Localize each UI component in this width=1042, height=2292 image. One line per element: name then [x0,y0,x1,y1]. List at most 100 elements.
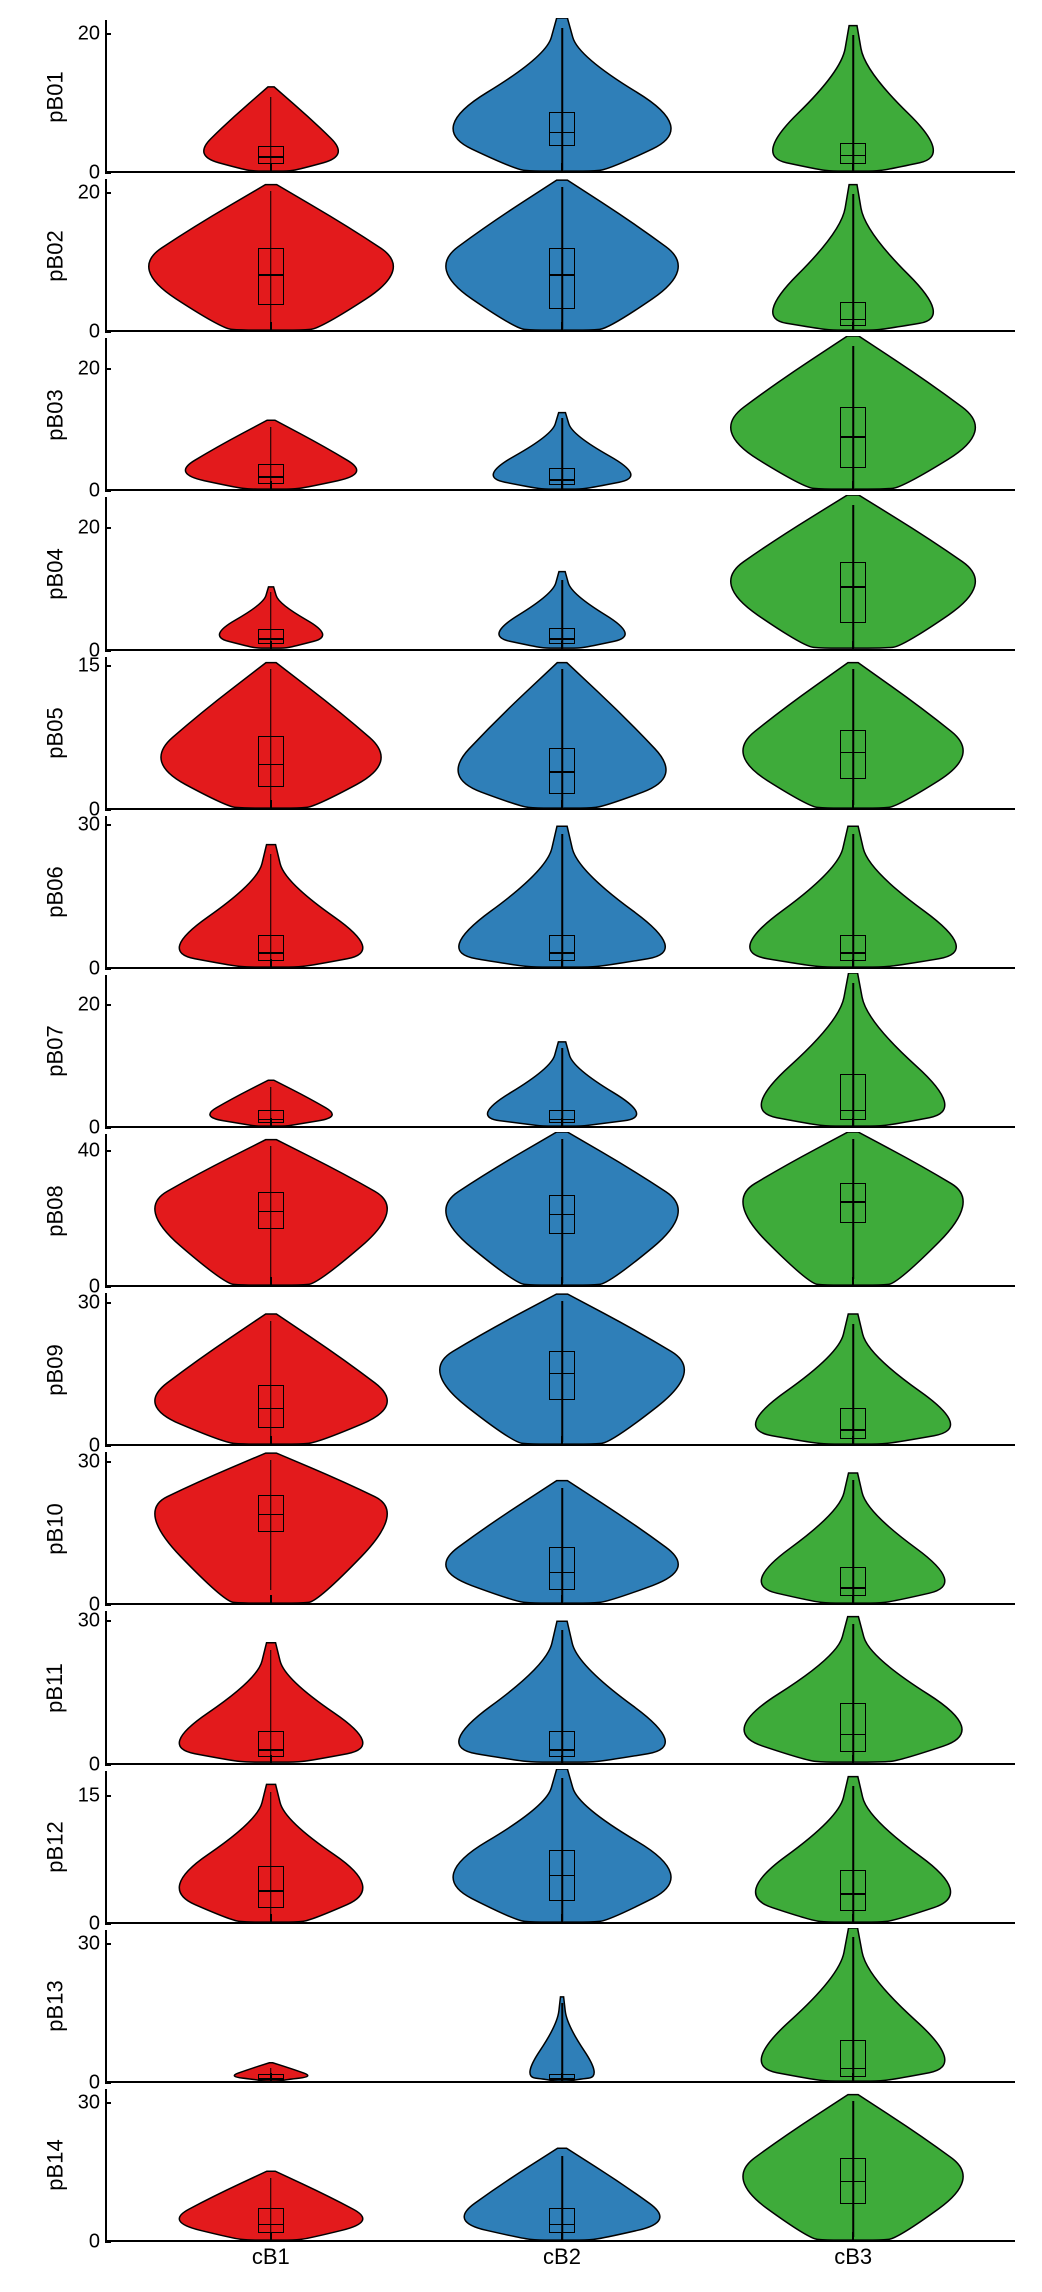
ytick-mark [105,1923,111,1925]
box [549,2208,575,2233]
median [258,764,284,766]
median [258,1514,284,1516]
ytick-mark [105,33,111,35]
panel-pB08: pB08040 [65,1134,1015,1287]
median [840,319,866,321]
median [549,1214,575,1216]
panel-pB06: pB06030 [65,816,1015,969]
xtick-mark [852,1755,854,1763]
box [549,1731,575,1757]
xtick-mark [561,1914,563,1922]
ytick-label: 30 [70,2091,100,2114]
ytick-label: 20 [70,994,100,1017]
panel-pB14: pB14cB1cB2cB3030 [65,2089,1015,2242]
panel-pB07: pB07020 [65,975,1015,1128]
panel-pB10: pB10030 [65,1452,1015,1605]
median [840,586,866,588]
xtick-label: cB2 [543,2244,581,2270]
ytick-mark [105,1604,111,1606]
ytick-label: 15 [70,1785,100,1808]
panel-pB03: pB03020 [65,338,1015,491]
ytick-label: 40 [70,1140,100,1163]
ytick-mark [105,1795,111,1797]
ytick-mark [105,490,111,492]
ytick-mark [105,2102,111,2104]
panel-pB01: pB01020 [65,20,1015,173]
ytick-mark [105,1943,111,1945]
xtick-mark [270,1914,272,1922]
ylabel: pB02 [43,230,69,281]
box [840,562,866,623]
median [840,1587,866,1589]
ytick-mark [105,331,111,333]
ytick-mark [105,1764,111,1766]
xtick-mark [852,1277,854,1285]
median [549,952,575,954]
median [258,156,284,158]
box [840,2040,866,2077]
median [549,1572,575,1574]
box [258,2208,284,2233]
ytick-label: 15 [70,655,100,678]
median [840,1201,866,1203]
median [258,2224,284,2226]
median [549,132,575,134]
ylabel: pB07 [43,1026,69,1077]
box [840,1870,866,1911]
box [258,935,284,961]
median [258,1890,284,1892]
ytick-label: 30 [70,1932,100,1955]
ylabel: pB06 [43,867,69,918]
plot-area [105,816,1015,969]
ylabel: pB04 [43,548,69,599]
xtick-mark [561,2073,563,2081]
median [840,1110,866,1112]
xtick-mark [852,163,854,171]
plot-area [105,497,1015,650]
plot-area: cB1cB2cB3 [105,2089,1015,2242]
xtick-mark [852,481,854,489]
median [258,274,284,276]
plot-area [105,975,1015,1128]
violin-grid-figure: pB01020pB02020pB03020pB04020pB05015pB060… [10,10,1032,2282]
ytick-mark [105,1302,111,1304]
panel-pB11: pB11030 [65,1611,1015,1764]
ytick-mark [105,368,111,370]
xtick-mark [852,2073,854,2081]
median [840,2068,866,2070]
xtick-mark [852,322,854,330]
xtick-mark [561,1118,563,1126]
box [840,1074,866,1120]
plot-area [105,1930,1015,2083]
xtick-mark [852,959,854,967]
whisker [561,28,563,170]
xtick-mark [561,2232,563,2240]
ytick-mark [105,1004,111,1006]
panel-pB05: pB05015 [65,657,1015,810]
median [549,771,575,773]
ytick-mark [105,1127,111,1129]
whisker [561,2003,563,2082]
ytick-label: 30 [70,1609,100,1632]
plot-area [105,20,1015,173]
ylabel: pB13 [43,1981,69,2032]
plot-area [105,1293,1015,1446]
ylabel: pB10 [43,1503,69,1554]
xtick-mark [270,1277,272,1285]
box [258,1866,284,1909]
xtick-mark [270,2073,272,2081]
ylabel: pB14 [43,2140,69,2191]
xtick-mark [270,1436,272,1444]
ytick-label: 20 [70,22,100,45]
xtick-mark [270,1118,272,1126]
ytick-mark [105,1461,111,1463]
median [258,952,284,954]
box [549,248,575,309]
plot-area [105,1611,1015,1764]
panel-pB02: pB02020 [65,179,1015,332]
box [258,1385,284,1428]
ylabel: pB08 [43,1185,69,1236]
xtick-mark [852,800,854,808]
xtick-mark [270,2232,272,2240]
box [840,730,866,779]
